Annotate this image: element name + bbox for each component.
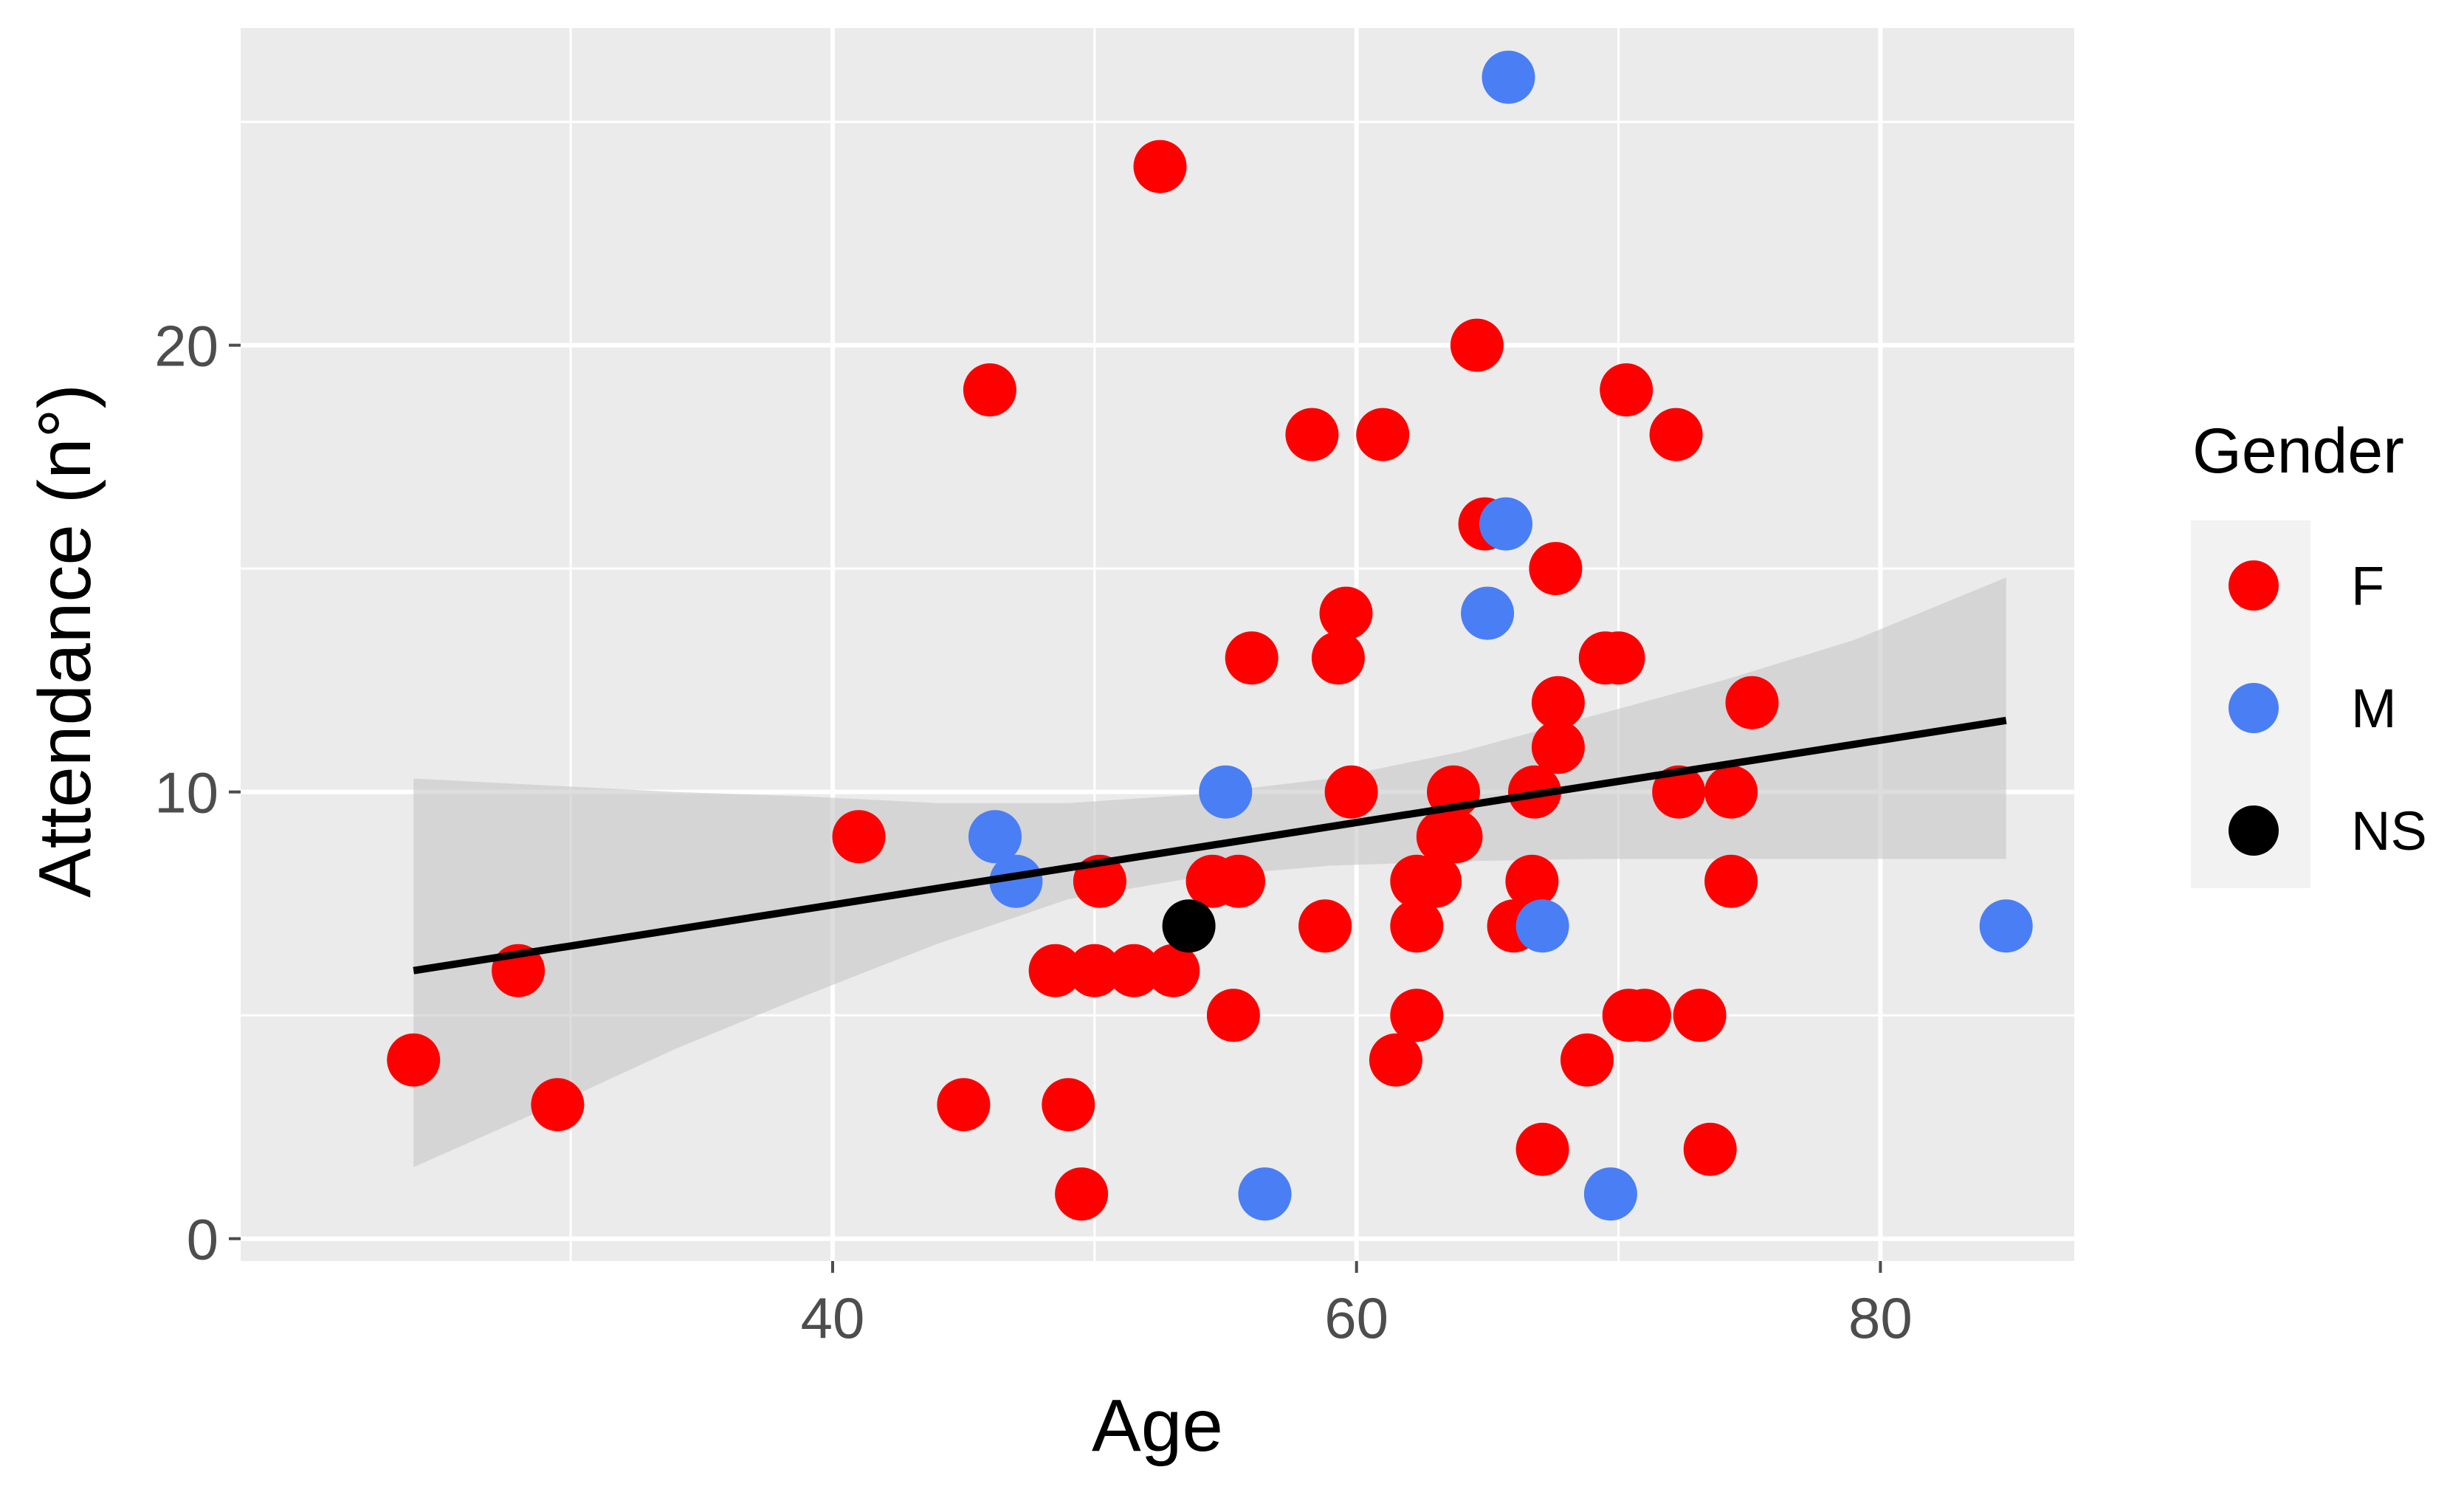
data-point-f — [1298, 899, 1352, 953]
data-point-f — [531, 1078, 585, 1132]
x-axis-ticks: 40 60 80 — [801, 1261, 1913, 1350]
x-tick-label: 40 — [801, 1285, 865, 1350]
data-point-f — [832, 810, 886, 864]
y-tick-label: 20 — [154, 314, 218, 379]
data-point-m — [1461, 586, 1515, 640]
series-f-points — [387, 140, 1779, 1221]
data-point-f — [1390, 989, 1444, 1042]
data-point-f — [963, 363, 1016, 417]
data-point-f — [1704, 854, 1758, 908]
legend: F M NS — [2229, 555, 2427, 862]
data-point-f — [1206, 989, 1260, 1042]
legend-key-ns — [2229, 805, 2279, 856]
data-point-m — [1199, 765, 1253, 819]
x-tick-label: 80 — [1848, 1285, 1913, 1350]
data-point-f — [1618, 989, 1671, 1042]
data-point-f — [1067, 944, 1121, 997]
series-ns-points — [1162, 899, 1216, 953]
data-point-f — [1390, 899, 1444, 953]
data-point-f — [1042, 1078, 1095, 1132]
data-point-f — [1055, 1167, 1109, 1221]
x-axis-title: Age — [1092, 1384, 1223, 1467]
data-point-f — [1319, 586, 1373, 640]
data-point-ns — [1162, 899, 1216, 953]
legend-item-ns: NS — [2229, 800, 2427, 862]
y-tick-label: 0 — [187, 1207, 218, 1272]
data-point-f — [1146, 944, 1200, 997]
regression-line — [413, 716, 2007, 975]
data-point-m — [968, 810, 1022, 864]
data-point-m — [1238, 1167, 1292, 1221]
y-tick-label: 10 — [154, 760, 218, 825]
data-point-m — [1979, 899, 2033, 953]
legend-label: M — [2351, 678, 2397, 739]
legend-item-f: F — [2229, 555, 2384, 616]
data-point-f — [1649, 408, 1703, 461]
y-axis-title: Attendance (n°) — [24, 384, 106, 898]
data-point-f — [1725, 676, 1779, 729]
data-point-f — [1133, 140, 1187, 193]
legend-key-m — [2229, 683, 2279, 733]
data-point-m — [1479, 497, 1532, 551]
data-point-f — [1107, 944, 1161, 997]
data-point-f — [1591, 631, 1645, 685]
legend-label: F — [2351, 555, 2384, 616]
data-point-f — [1369, 1033, 1422, 1087]
data-point-f — [1212, 854, 1265, 908]
data-point-f — [1600, 363, 1653, 417]
data-point-f — [1225, 631, 1279, 685]
data-point-f — [1673, 989, 1727, 1042]
data-point-f — [1505, 854, 1559, 908]
data-point-f — [1683, 1122, 1737, 1176]
data-point-f — [1324, 765, 1378, 819]
data-point-f — [1515, 1122, 1569, 1176]
data-point-m — [1515, 899, 1569, 953]
legend-key-f — [2229, 560, 2279, 611]
series-m-points — [968, 50, 2033, 1221]
data-point-f — [1704, 765, 1758, 819]
data-point-f — [1450, 318, 1504, 372]
y-axis-ticks: 0 10 20 — [154, 314, 241, 1272]
data-point-f — [1311, 631, 1365, 685]
data-point-f — [1285, 408, 1339, 461]
data-point-f — [1531, 676, 1585, 729]
data-point-f — [1429, 810, 1483, 864]
legend-label: NS — [2351, 800, 2427, 862]
data-point-m — [1583, 1167, 1637, 1221]
data-point-f — [1356, 408, 1410, 461]
data-point-m — [1482, 50, 1535, 104]
data-point-f — [1531, 721, 1585, 774]
data-point-f — [1408, 854, 1462, 908]
data-point-f — [387, 1033, 441, 1087]
data-point-f — [1529, 542, 1583, 596]
data-point-f — [1028, 944, 1082, 997]
legend-title: Gender — [2192, 416, 2404, 487]
data-point-f — [1560, 1033, 1614, 1087]
data-point-f — [1652, 765, 1706, 819]
data-point-m — [989, 854, 1043, 908]
legend-item-m: M — [2229, 678, 2397, 739]
data-point-f — [937, 1078, 991, 1132]
x-tick-label: 60 — [1324, 1285, 1388, 1350]
